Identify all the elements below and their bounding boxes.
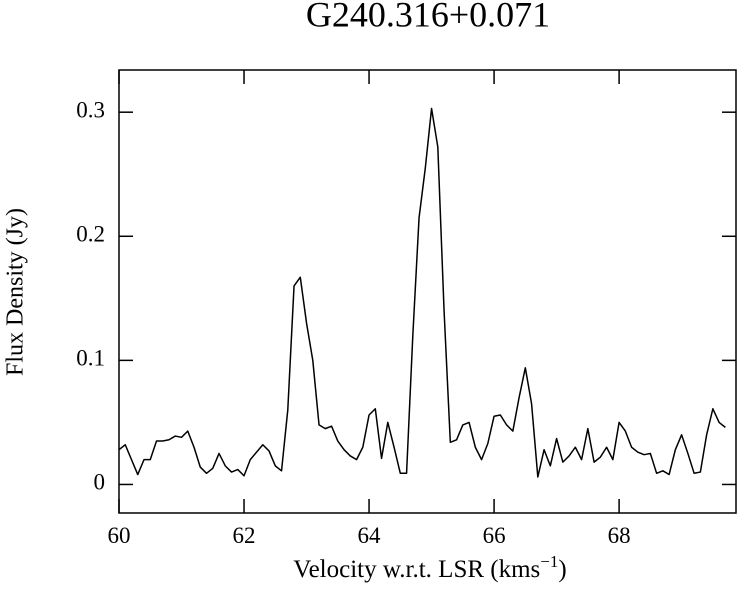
chart-title: G240.316+0.071 [306,0,550,34]
y-tick-label: 0.1 [76,346,105,371]
x-tick-label: 60 [108,523,131,548]
x-axis-label-text: Velocity w.r.t. LSR (kms [293,556,540,583]
spectrum-line [118,107,726,478]
y-axis-label: Flux Density (Jy) [3,208,29,376]
x-tick-label: 64 [358,523,382,548]
x-tick-label: 62 [233,523,256,548]
x-tick-label: 68 [608,523,631,548]
x-axis-label-suffix: ) [558,556,566,583]
x-axis-label: Velocity w.r.t. LSR (kms−1) [293,552,566,583]
plot-frame [118,69,737,514]
x-tick-label: 66 [483,523,506,548]
y-tick-label: 0.2 [76,222,105,247]
y-tick-label: 0 [94,470,106,495]
x-axis-label-superscript: −1 [540,552,558,571]
y-tick-label: 0.3 [76,97,105,122]
